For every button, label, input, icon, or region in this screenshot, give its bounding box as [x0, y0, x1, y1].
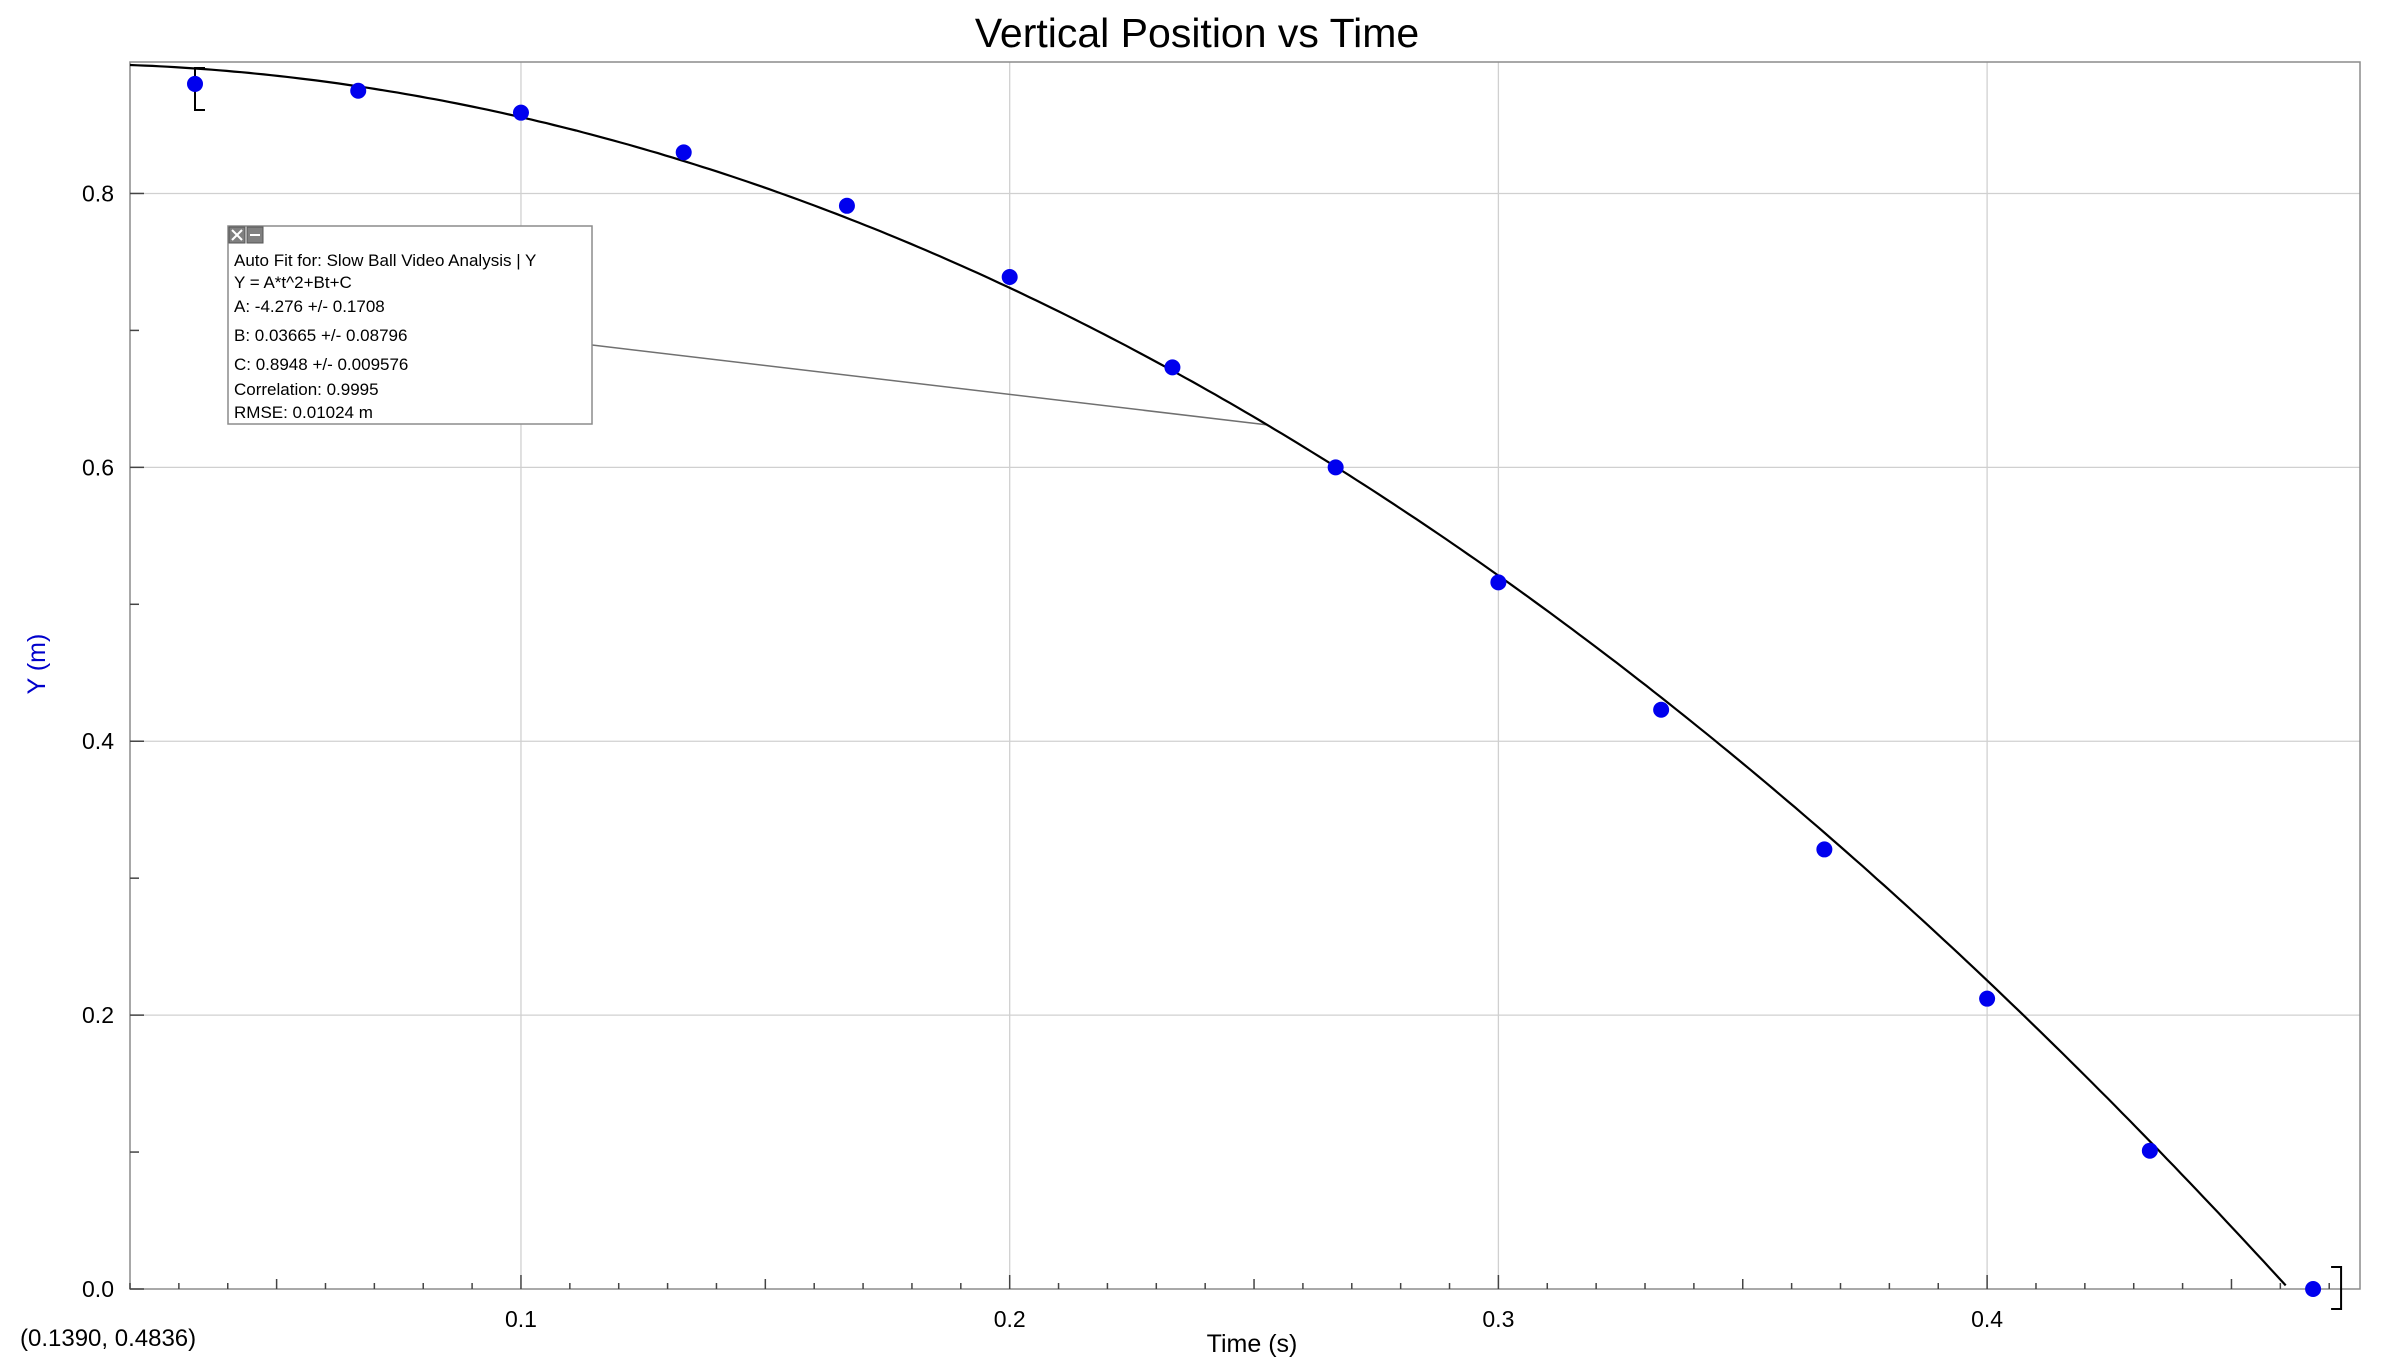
- grid-lines: [130, 62, 2360, 1289]
- data-point: [1653, 701, 1670, 718]
- coordinate-readout: (0.1390, 0.4836): [20, 1325, 196, 1352]
- fit-box-param-c: C: 0.8948 +/- 0.009576: [234, 355, 408, 374]
- x-tick-labels: 0.1 0.2 0.3 0.4: [505, 1306, 2003, 1332]
- axis-ticks: [129, 192, 2330, 1290]
- annotation-leader-line: [591, 344, 1268, 426]
- data-point: [512, 104, 529, 121]
- y-tick-label: 0.0: [82, 1276, 114, 1302]
- y-tick-label: 0.4: [82, 728, 114, 754]
- fit-box-equation: Y = A*t^2+Bt+C: [234, 273, 352, 292]
- fit-info-box-frame: [227, 225, 593, 425]
- plot-frame: [129, 61, 2361, 1290]
- y-tick-labels: 0.0 0.2 0.4 0.6 0.8: [82, 180, 114, 1302]
- data-point: [2305, 1281, 2322, 1297]
- x-tick-label: 0.3: [1482, 1306, 1514, 1332]
- fit-info-box[interactable]: Auto Fit for: Slow Ball Video Analysis |…: [227, 225, 593, 425]
- data-point: [1164, 359, 1181, 376]
- minimize-icon[interactable]: [246, 226, 264, 244]
- fit-box-correlation: Correlation: 0.9995: [234, 380, 379, 399]
- data-point: [1327, 459, 1344, 476]
- y-tick-label: 0.6: [82, 454, 114, 480]
- x-tick-label: 0.4: [1971, 1306, 2003, 1332]
- data-point: [838, 197, 855, 214]
- data-point: [2141, 1142, 2158, 1159]
- fit-box-param-a: A: -4.276 +/- 0.1708: [234, 297, 385, 316]
- x-tick-label: 0.2: [994, 1306, 1026, 1332]
- data-point: [1001, 268, 1018, 285]
- y-axis-label: Y (m): [23, 634, 51, 695]
- fit-box-title: Auto Fit for: Slow Ball Video Analysis |…: [234, 251, 536, 270]
- right-range-bracket[interactable]: [2331, 1266, 2343, 1310]
- x-axis-label: Time (s): [1207, 1330, 1298, 1358]
- data-point: [350, 82, 367, 99]
- fit-box-rmse: RMSE: 0.01024 m: [234, 403, 373, 422]
- chart-title: Vertical Position vs Time: [975, 10, 1419, 56]
- data-point: [186, 75, 203, 92]
- fit-box-param-b: B: 0.03665 +/- 0.08796: [234, 326, 407, 345]
- y-tick-label: 0.8: [82, 180, 114, 206]
- y-tick-label: 0.2: [82, 1002, 114, 1028]
- data-point: [675, 144, 692, 161]
- x-tick-label: 0.1: [505, 1306, 537, 1332]
- fit-curve: [129, 63, 2287, 1287]
- data-points: [186, 75, 2322, 1297]
- data-point: [1490, 574, 1507, 591]
- close-icon[interactable]: [228, 226, 246, 244]
- data-point: [1979, 990, 1996, 1007]
- data-point: [1816, 841, 1833, 858]
